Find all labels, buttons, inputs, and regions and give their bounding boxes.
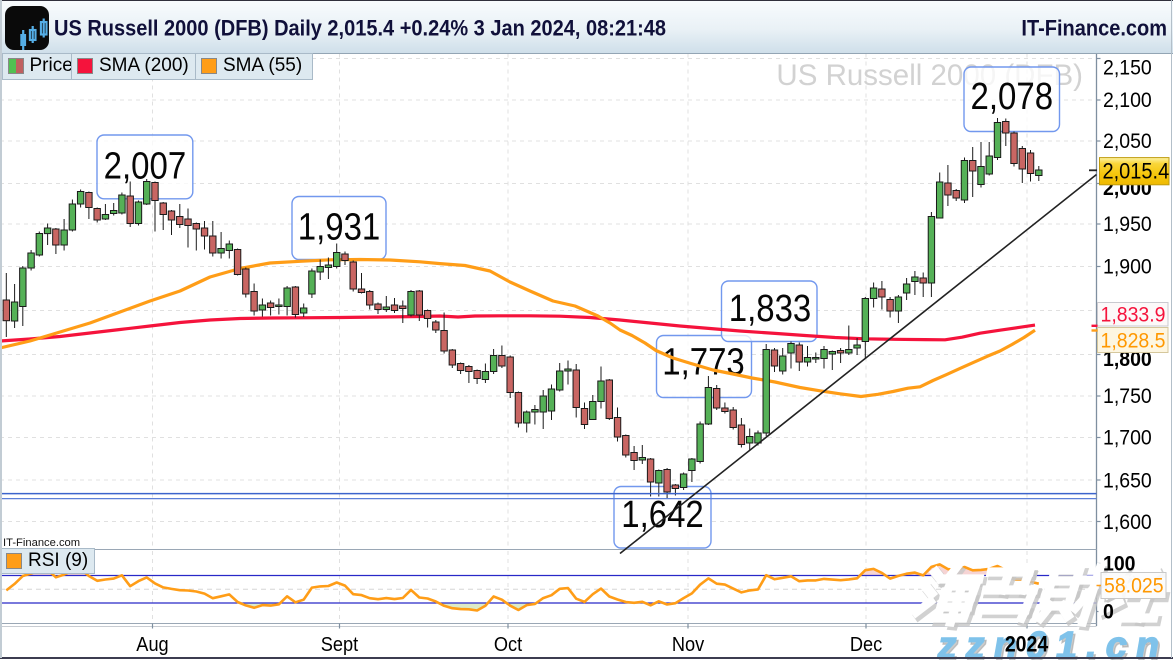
svg-text:Aug: Aug: [136, 634, 168, 656]
svg-text:2,150: 2,150: [1103, 55, 1152, 79]
svg-text:2024: 2024: [1005, 632, 1049, 656]
svg-text:1,931: 1,931: [298, 205, 381, 248]
svg-text:Nov: Nov: [672, 634, 705, 656]
svg-text:Sept: Sept: [321, 634, 359, 656]
svg-text:2,050: 2,050: [1103, 129, 1152, 153]
svg-text:1,650: 1,650: [1103, 468, 1152, 492]
svg-text:1,828.5: 1,828.5: [1101, 328, 1166, 352]
svg-text:58.025: 58.025: [1104, 573, 1164, 597]
svg-text:1,833.9: 1,833.9: [1101, 302, 1166, 326]
svg-text:0: 0: [1103, 599, 1114, 623]
svg-text:100: 100: [1103, 551, 1136, 575]
svg-text:1,900: 1,900: [1103, 254, 1152, 278]
svg-text:2,015.4: 2,015.4: [1103, 160, 1170, 184]
svg-text:IT-Finance.com: IT-Finance.com: [3, 537, 80, 549]
svg-text:1,642: 1,642: [621, 492, 704, 535]
svg-text:Dec: Dec: [850, 634, 883, 656]
svg-text:1,833: 1,833: [729, 286, 812, 329]
svg-text:Oct: Oct: [494, 634, 523, 656]
svg-text:1,773: 1,773: [662, 340, 745, 383]
svg-text:2,100: 2,100: [1103, 88, 1152, 112]
svg-text:1,600: 1,600: [1103, 510, 1152, 534]
svg-text:zzn01.cn: zzn01.cn: [936, 627, 1173, 660]
svg-text:1,750: 1,750: [1103, 384, 1152, 408]
svg-text:1,950: 1,950: [1103, 212, 1152, 236]
svg-text:2,078: 2,078: [971, 74, 1054, 117]
svg-text:zzn01.cn: zzn01.cn: [934, 624, 1172, 660]
svg-text:1,700: 1,700: [1103, 425, 1152, 449]
svg-text:2,007: 2,007: [104, 144, 187, 187]
